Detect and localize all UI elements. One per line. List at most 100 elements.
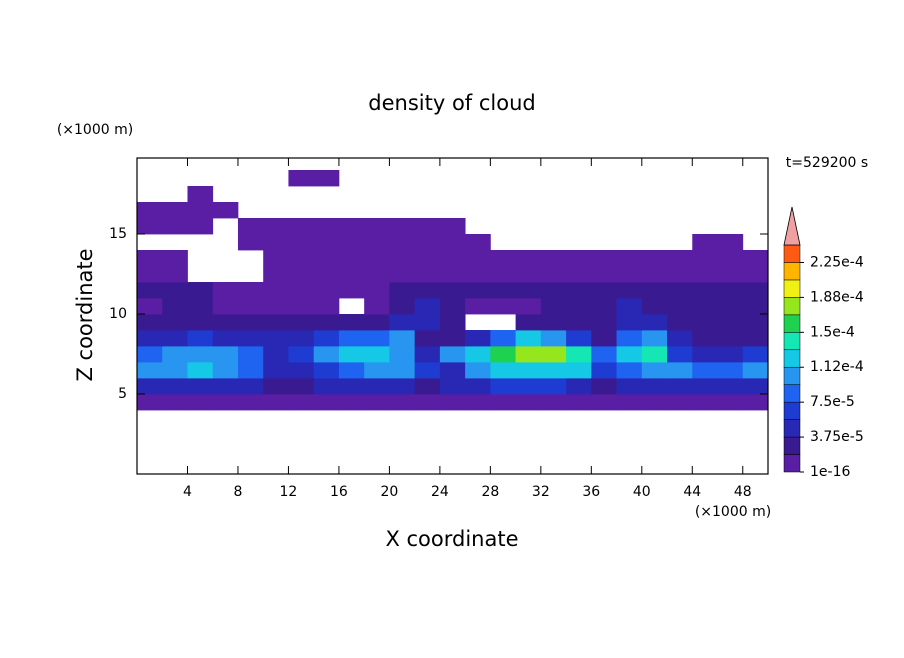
contour-cell: [717, 234, 744, 251]
contour-cell: [338, 378, 365, 395]
contour-cell: [137, 282, 163, 299]
contour-cell: [692, 266, 718, 283]
contour-cell: [591, 298, 617, 315]
contour-cell: [616, 266, 643, 283]
contour-cell: [364, 330, 390, 347]
contour-cell: [616, 298, 643, 315]
contour-cell: [389, 394, 416, 411]
contour-cell: [187, 394, 214, 411]
contour-cell: [439, 314, 466, 331]
contour-cell: [237, 314, 264, 331]
contour-cell: [490, 298, 516, 315]
chart-title: density of cloud: [368, 91, 535, 115]
colorbar-tick-label: 3.75e-5: [810, 429, 864, 445]
contour-cell: [515, 282, 542, 299]
contour-cell: [540, 394, 567, 411]
contour-cell: [187, 362, 214, 379]
x-tick-label: 32: [532, 484, 550, 500]
contour-cell: [742, 330, 769, 347]
contour-cell: [263, 266, 289, 283]
contour-cell: [439, 266, 466, 283]
contour-cell: [389, 250, 416, 267]
contour-cell: [237, 346, 264, 363]
contour-cell: [137, 218, 163, 235]
contour-cell: [515, 250, 542, 267]
contour-cell: [566, 298, 592, 315]
contour-cell: [389, 314, 416, 331]
contour-cell: [313, 314, 340, 331]
contour-cell: [288, 282, 315, 299]
contour-cell: [212, 346, 239, 363]
contour-cell: [742, 266, 769, 283]
colorbar-band: [783, 297, 801, 316]
contour-cell: [515, 330, 542, 347]
contour-cell: [137, 250, 163, 267]
contour-cell: [717, 314, 744, 331]
contour-cell: [237, 298, 264, 315]
contour-cell: [263, 282, 289, 299]
contour-cell: [389, 378, 416, 395]
contour-cell: [692, 234, 718, 251]
contour-cell: [237, 394, 264, 411]
contour-cell: [490, 330, 516, 347]
x-tick-label: 36: [582, 484, 600, 500]
contour-cell: [692, 298, 718, 315]
contour-cell: [162, 330, 188, 347]
contour-cell: [717, 250, 744, 267]
contour-cell: [465, 282, 491, 299]
contour-cell: [692, 362, 718, 379]
contour-cell: [742, 378, 769, 395]
contour-cell: [692, 282, 718, 299]
contour-cell: [338, 266, 365, 283]
contour-cell: [414, 394, 441, 411]
contour-cell: [616, 378, 643, 395]
contour-cell: [515, 266, 542, 283]
contour-cell: [616, 250, 643, 267]
colorbar-band: [783, 262, 801, 281]
contour-cell: [439, 394, 466, 411]
contour-cell: [288, 266, 315, 283]
contour-cell: [263, 298, 289, 315]
contour-cell: [540, 330, 567, 347]
contour-cell: [566, 346, 592, 363]
contour-cell: [540, 282, 567, 299]
contour-cell: [439, 362, 466, 379]
contour-cell: [288, 330, 315, 347]
contour-cell: [566, 330, 592, 347]
contour-cell: [667, 394, 693, 411]
contour-cell: [667, 314, 693, 331]
contour-cell: [566, 250, 592, 267]
colorbar-tick-label: 1.5e-4: [810, 324, 855, 340]
contour-cell: [641, 394, 668, 411]
contour-cell: [263, 346, 289, 363]
contour-cell: [591, 378, 617, 395]
contour-cell: [364, 362, 390, 379]
contour-cell: [338, 282, 365, 299]
contour-cell: [313, 394, 340, 411]
contour-cell: [490, 346, 516, 363]
contour-cell: [439, 218, 466, 235]
contour-cell: [212, 362, 239, 379]
contour-cell: [187, 202, 214, 219]
contour-cell: [162, 378, 188, 395]
contour-cell: [414, 234, 441, 251]
contour-cell: [137, 314, 163, 331]
x-axis-label: X coordinate: [385, 527, 518, 551]
contour-cell: [717, 266, 744, 283]
contour-cell: [162, 282, 188, 299]
contour-cell: [641, 362, 668, 379]
contour-cell: [591, 266, 617, 283]
x-tick-label: 8: [233, 484, 242, 500]
contour-cell: [389, 282, 416, 299]
contour-cell: [162, 314, 188, 331]
contour-cell: [338, 394, 365, 411]
contour-cell: [389, 346, 416, 363]
contour-cell: [263, 330, 289, 347]
contour-cell: [414, 314, 441, 331]
contour-cell: [414, 266, 441, 283]
contour-cell: [692, 394, 718, 411]
x-tick-label: 20: [380, 484, 398, 500]
contour-cell: [667, 346, 693, 363]
contour-cell: [212, 282, 239, 299]
